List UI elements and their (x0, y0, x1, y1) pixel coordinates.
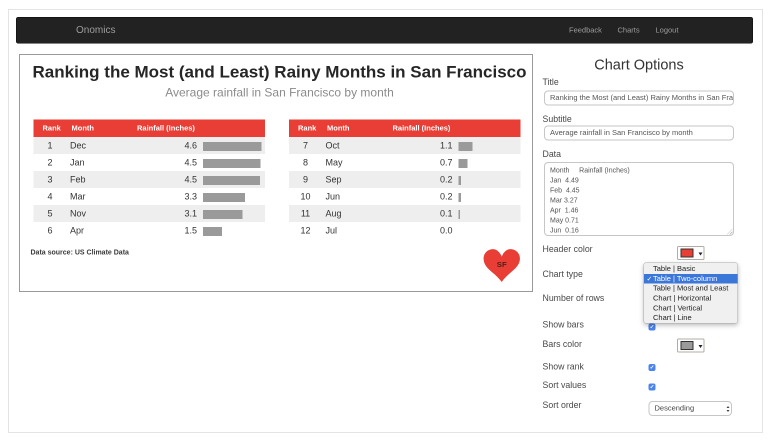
svg-text:SF: SF (497, 260, 507, 269)
